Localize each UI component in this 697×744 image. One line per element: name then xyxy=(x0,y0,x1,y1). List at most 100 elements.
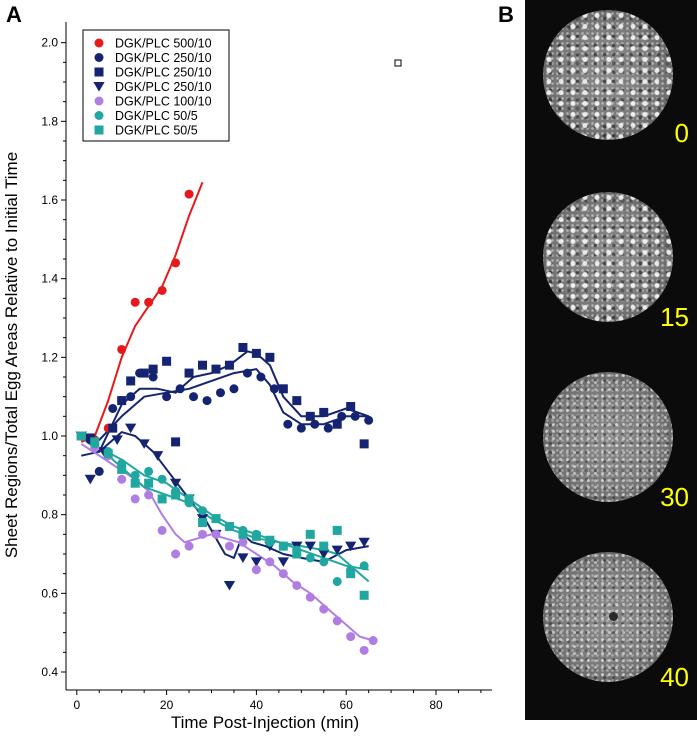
legend-box xyxy=(82,29,230,142)
data-point-series-2 xyxy=(184,368,194,378)
axes: 0.4 0.6 0.8 1.0 1.2 1.4 1.6 1.8 2.0 0 20 40 60 80 xyxy=(41,22,492,712)
data-point-series-1 xyxy=(175,384,185,394)
egg-frame-3: 30 xyxy=(525,360,697,540)
data-point-series-1 xyxy=(202,396,212,406)
egg-image xyxy=(543,192,673,322)
data-point-series-4 xyxy=(265,557,275,567)
data-point-series-3 xyxy=(304,541,316,552)
legend-label-5: DGK/PLC 50/5 xyxy=(115,109,198,123)
data-point-series-1 xyxy=(215,388,225,398)
data-point-series-5 xyxy=(359,561,369,571)
egg-frame-2: 15 xyxy=(525,180,697,360)
data-point-series-0 xyxy=(117,344,127,354)
data-point-series-1 xyxy=(94,466,104,476)
data-point-series-1 xyxy=(337,411,347,421)
data-point-series-5 xyxy=(130,470,140,480)
data-point-series-1 xyxy=(310,419,320,429)
data-point-series-3 xyxy=(84,474,96,485)
fit-lines xyxy=(80,181,374,642)
data-point-series-1 xyxy=(229,384,239,394)
egg-frame-1: 0 xyxy=(525,0,697,180)
y-tick-label: 0.6 xyxy=(41,586,58,600)
data-point-series-4 xyxy=(292,580,302,590)
data-point-series-5 xyxy=(319,557,329,567)
data-point-series-4 xyxy=(224,541,234,551)
y-axis-label: Sheet Regions/Total Egg Areas Relative t… xyxy=(2,152,21,558)
data-point-series-6 xyxy=(103,449,113,459)
data-point-series-3 xyxy=(250,557,263,567)
y-tick-label: 0.4 xyxy=(41,665,58,679)
legend-marker-6 xyxy=(94,125,104,135)
data-point-series-6 xyxy=(265,535,275,545)
x-tick-label: 80 xyxy=(429,698,443,712)
data-point-series-0 xyxy=(184,189,194,199)
data-point-series-4 xyxy=(305,592,315,602)
data-point-series-4 xyxy=(238,537,248,547)
data-point-series-6 xyxy=(251,531,261,541)
panel-b-label: B xyxy=(498,2,514,27)
data-point-series-5 xyxy=(157,474,167,484)
data-point-series-6 xyxy=(144,478,154,488)
y-tick-label: 1.2 xyxy=(41,350,58,364)
data-points xyxy=(75,189,378,655)
data-point-series-6 xyxy=(346,569,356,579)
egg-image xyxy=(543,552,673,682)
data-point-series-1 xyxy=(296,423,306,433)
legend-label-4: DGK/PLC 100/10 xyxy=(115,95,212,109)
x-tick-label: 60 xyxy=(340,698,354,712)
data-point-series-2 xyxy=(292,396,302,406)
time-label: 30 xyxy=(660,482,689,512)
data-point-series-5 xyxy=(198,506,208,516)
data-point-series-3 xyxy=(138,439,150,449)
data-point-series-2 xyxy=(117,396,127,406)
legend-label-6: DGK/PLC 50/5 xyxy=(115,124,198,138)
data-point-series-4 xyxy=(368,636,378,646)
data-point-series-6 xyxy=(292,549,302,559)
data-point-series-6 xyxy=(184,494,194,504)
chart: 0.4 0.6 0.8 1.0 1.2 1.4 1.6 1.8 2.0 0 20 40 60 80 DGK… xyxy=(2,22,492,732)
egg-image xyxy=(543,372,673,502)
data-point-series-6 xyxy=(90,437,100,447)
data-point-series-2 xyxy=(359,439,369,449)
data-point-series-1 xyxy=(323,423,333,433)
data-point-series-4 xyxy=(171,549,181,559)
data-point-series-1 xyxy=(189,392,199,402)
data-point-series-2 xyxy=(332,419,342,429)
data-point-series-6 xyxy=(198,518,208,528)
y-tick-label: 2.0 xyxy=(41,36,58,50)
y-tick-label: 1.4 xyxy=(41,272,58,286)
data-point-series-2 xyxy=(148,364,158,374)
data-point-series-2 xyxy=(305,411,315,421)
data-point-series-4 xyxy=(346,632,356,642)
data-point-series-4 xyxy=(117,474,127,484)
data-point-series-4 xyxy=(319,604,329,614)
legend-marker-3 xyxy=(93,82,105,92)
data-point-series-3 xyxy=(151,451,164,461)
data-point-series-1 xyxy=(126,392,136,402)
data-point-series-2 xyxy=(346,402,356,411)
data-point-series-4 xyxy=(251,565,261,575)
time-label: 0 xyxy=(674,118,689,148)
data-point-series-3 xyxy=(358,537,370,548)
data-point-series-2 xyxy=(198,360,208,370)
data-point-series-6 xyxy=(211,514,221,524)
data-point-series-1 xyxy=(242,368,252,378)
data-point-series-2 xyxy=(126,376,136,386)
data-point-series-1 xyxy=(364,415,374,425)
data-point-series-2 xyxy=(108,423,118,433)
x-tick-label: 20 xyxy=(160,698,174,712)
fit-line-series-0 xyxy=(80,181,204,443)
data-point-series-3 xyxy=(331,545,343,556)
data-point-series-6 xyxy=(76,431,86,441)
data-point-series-3 xyxy=(125,423,137,434)
data-point-series-5 xyxy=(144,466,154,476)
legend-label-2: DGK/PLC 250/10 xyxy=(115,66,212,80)
data-point-series-2 xyxy=(251,348,261,358)
time-label: 40 xyxy=(660,662,689,692)
data-point-series-0 xyxy=(171,258,181,268)
legend-label-3: DGK/PLC 250/10 xyxy=(115,80,212,94)
data-point-series-4 xyxy=(198,529,208,539)
data-point-series-0 xyxy=(144,297,154,307)
legend-marker-1 xyxy=(94,53,104,62)
